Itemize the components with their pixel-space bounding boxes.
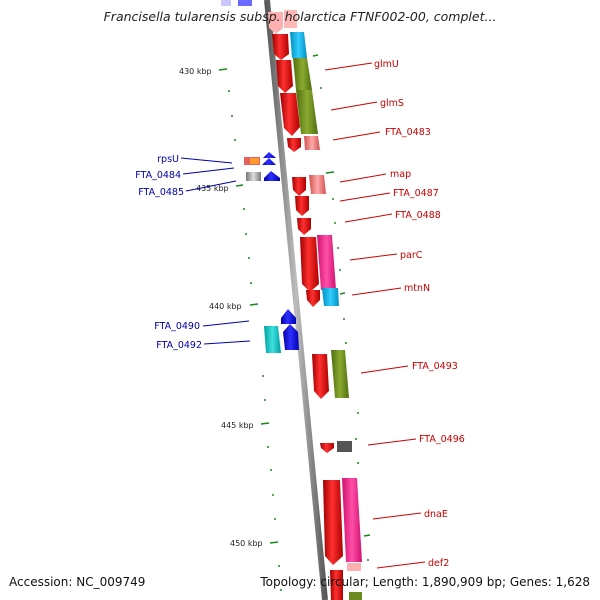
- callout-line: [180, 157, 233, 164]
- gene-label-FTA_0485: FTA_0485: [138, 187, 184, 198]
- tick-label-445: 445 kbp: [221, 421, 254, 430]
- gene-label-FTA_0496: FTA_0496: [419, 434, 465, 445]
- tick-label-435: 435 kbp: [196, 184, 229, 193]
- accession-text: Accession: NC_009749: [9, 575, 146, 589]
- callout-line: [332, 131, 381, 141]
- gene-label-def2: def2: [428, 558, 449, 569]
- tick-major: [235, 184, 244, 187]
- tick-minor: [325, 171, 335, 174]
- gene-arrow-glmU: [272, 34, 289, 60]
- genome-summary-text: Topology: circular; Length: 1,890,909 bp…: [260, 575, 590, 589]
- cog-box: [304, 136, 320, 150]
- gene-label-glmU: glmU: [374, 59, 399, 70]
- gene-arrow-FTA_0493: [312, 354, 329, 399]
- gene-label-FTA_0493: FTA_0493: [412, 361, 458, 372]
- gene-arrow-FTA_0484: [262, 158, 276, 165]
- gene-label-rpsU: rpsU: [157, 154, 179, 165]
- gene-label-FTA_0483: FTA_0483: [385, 127, 431, 138]
- gene-box-FTA_0492: [264, 326, 281, 353]
- genome-backbone: [264, 0, 328, 600]
- callout-line: [339, 192, 391, 202]
- cog-box: [337, 441, 352, 452]
- gene-arrow-parC: [300, 237, 319, 292]
- tick-minor: [312, 54, 319, 57]
- cog-box: [331, 350, 349, 398]
- gene-arrow-rpsU: [263, 152, 276, 158]
- tick-label-430: 430 kbp: [179, 67, 212, 76]
- gene-label-FTA_0484: FTA_0484: [135, 170, 181, 181]
- gene-label-map: map: [390, 169, 411, 180]
- gene-box-rpsU: [250, 158, 259, 164]
- gene-labels-left: rpsU FTA_0484 FTA_0485 FTA_0490 FTA_0492: [135, 154, 202, 351]
- callout-line: [182, 167, 235, 175]
- gene-label-mtnN: mtnN: [404, 283, 430, 294]
- gene-arrow-FTA_0492: [283, 324, 299, 350]
- tick-major: [260, 422, 270, 425]
- gene-label-dnaE: dnaE: [424, 509, 448, 520]
- gene-label-FTA_0492: FTA_0492: [156, 340, 202, 351]
- cog-box: [349, 592, 362, 600]
- cog-box: [293, 58, 312, 90]
- cog-category-boxes: [284, 10, 362, 600]
- cog-box: [322, 288, 339, 306]
- callout-line: [349, 253, 398, 261]
- gene-arrow-def2: [330, 570, 343, 600]
- gene-arrow-glmS: [280, 93, 300, 136]
- genome-title: Francisella tularensis subsp. holarctica…: [103, 9, 497, 24]
- forward-genes: [268, 12, 343, 600]
- cog-box: [347, 563, 361, 571]
- callout-line: [339, 173, 387, 183]
- gene-arrow-FTA_0487: [295, 196, 309, 216]
- gene-arrow-FTA_0490: [281, 309, 296, 324]
- callout-line: [203, 340, 251, 345]
- gene-arrow: [268, 12, 283, 34]
- top-fragment: [238, 0, 252, 6]
- cog-box: [284, 10, 297, 28]
- cog-box: [309, 175, 326, 194]
- tick-minor: [339, 292, 346, 295]
- gene-arrow-FTA_0485: [264, 171, 280, 181]
- gene-arrow-glmU: [276, 60, 293, 93]
- callout-lines-left: [180, 157, 251, 345]
- callout-line: [344, 213, 393, 223]
- cog-box: [342, 478, 362, 562]
- tick-major: [269, 541, 279, 544]
- gene-label-FTA_0488: FTA_0488: [395, 210, 441, 221]
- callout-line: [330, 101, 378, 111]
- tick-major: [218, 68, 228, 71]
- callout-line: [351, 287, 402, 296]
- gene-box-FTA_0485: [246, 172, 261, 181]
- tick-minor: [363, 534, 371, 537]
- callout-line: [324, 62, 373, 71]
- gene-arrow-map: [292, 177, 306, 196]
- cog-box: [290, 32, 307, 58]
- callout-line: [185, 180, 237, 192]
- gene-arrow-FTA_0496: [320, 443, 334, 453]
- reverse-genes: [244, 152, 299, 353]
- callout-line: [367, 438, 417, 446]
- callout-line: [372, 512, 422, 520]
- gene-labels-right: glmU glmS FTA_0483 map FTA_0487 FTA_0488…: [374, 59, 465, 569]
- tick-major: [249, 303, 259, 306]
- cog-box: [296, 90, 318, 134]
- callout-lines-right: [324, 62, 426, 569]
- gene-arrow-mtnN: [306, 290, 320, 307]
- tick-marks: [218, 54, 371, 591]
- gene-label-FTA_0490: FTA_0490: [154, 321, 200, 332]
- callout-line: [202, 320, 250, 327]
- gene-arrow-dnaE: [323, 480, 343, 565]
- top-fragment: [221, 0, 231, 6]
- cog-box: [317, 235, 336, 290]
- tick-label-450: 450 kbp: [230, 539, 263, 548]
- gene-arrow-FTA_0488: [297, 218, 311, 235]
- gene-label-FTA_0487: FTA_0487: [393, 188, 439, 199]
- callout-line: [376, 561, 426, 569]
- gene-label-glmS: glmS: [380, 98, 404, 109]
- tick-label-440: 440 kbp: [209, 302, 242, 311]
- gene-arrow-FTA_0483: [287, 138, 301, 152]
- callout-line: [360, 365, 409, 374]
- gene-label-parC: parC: [400, 250, 423, 261]
